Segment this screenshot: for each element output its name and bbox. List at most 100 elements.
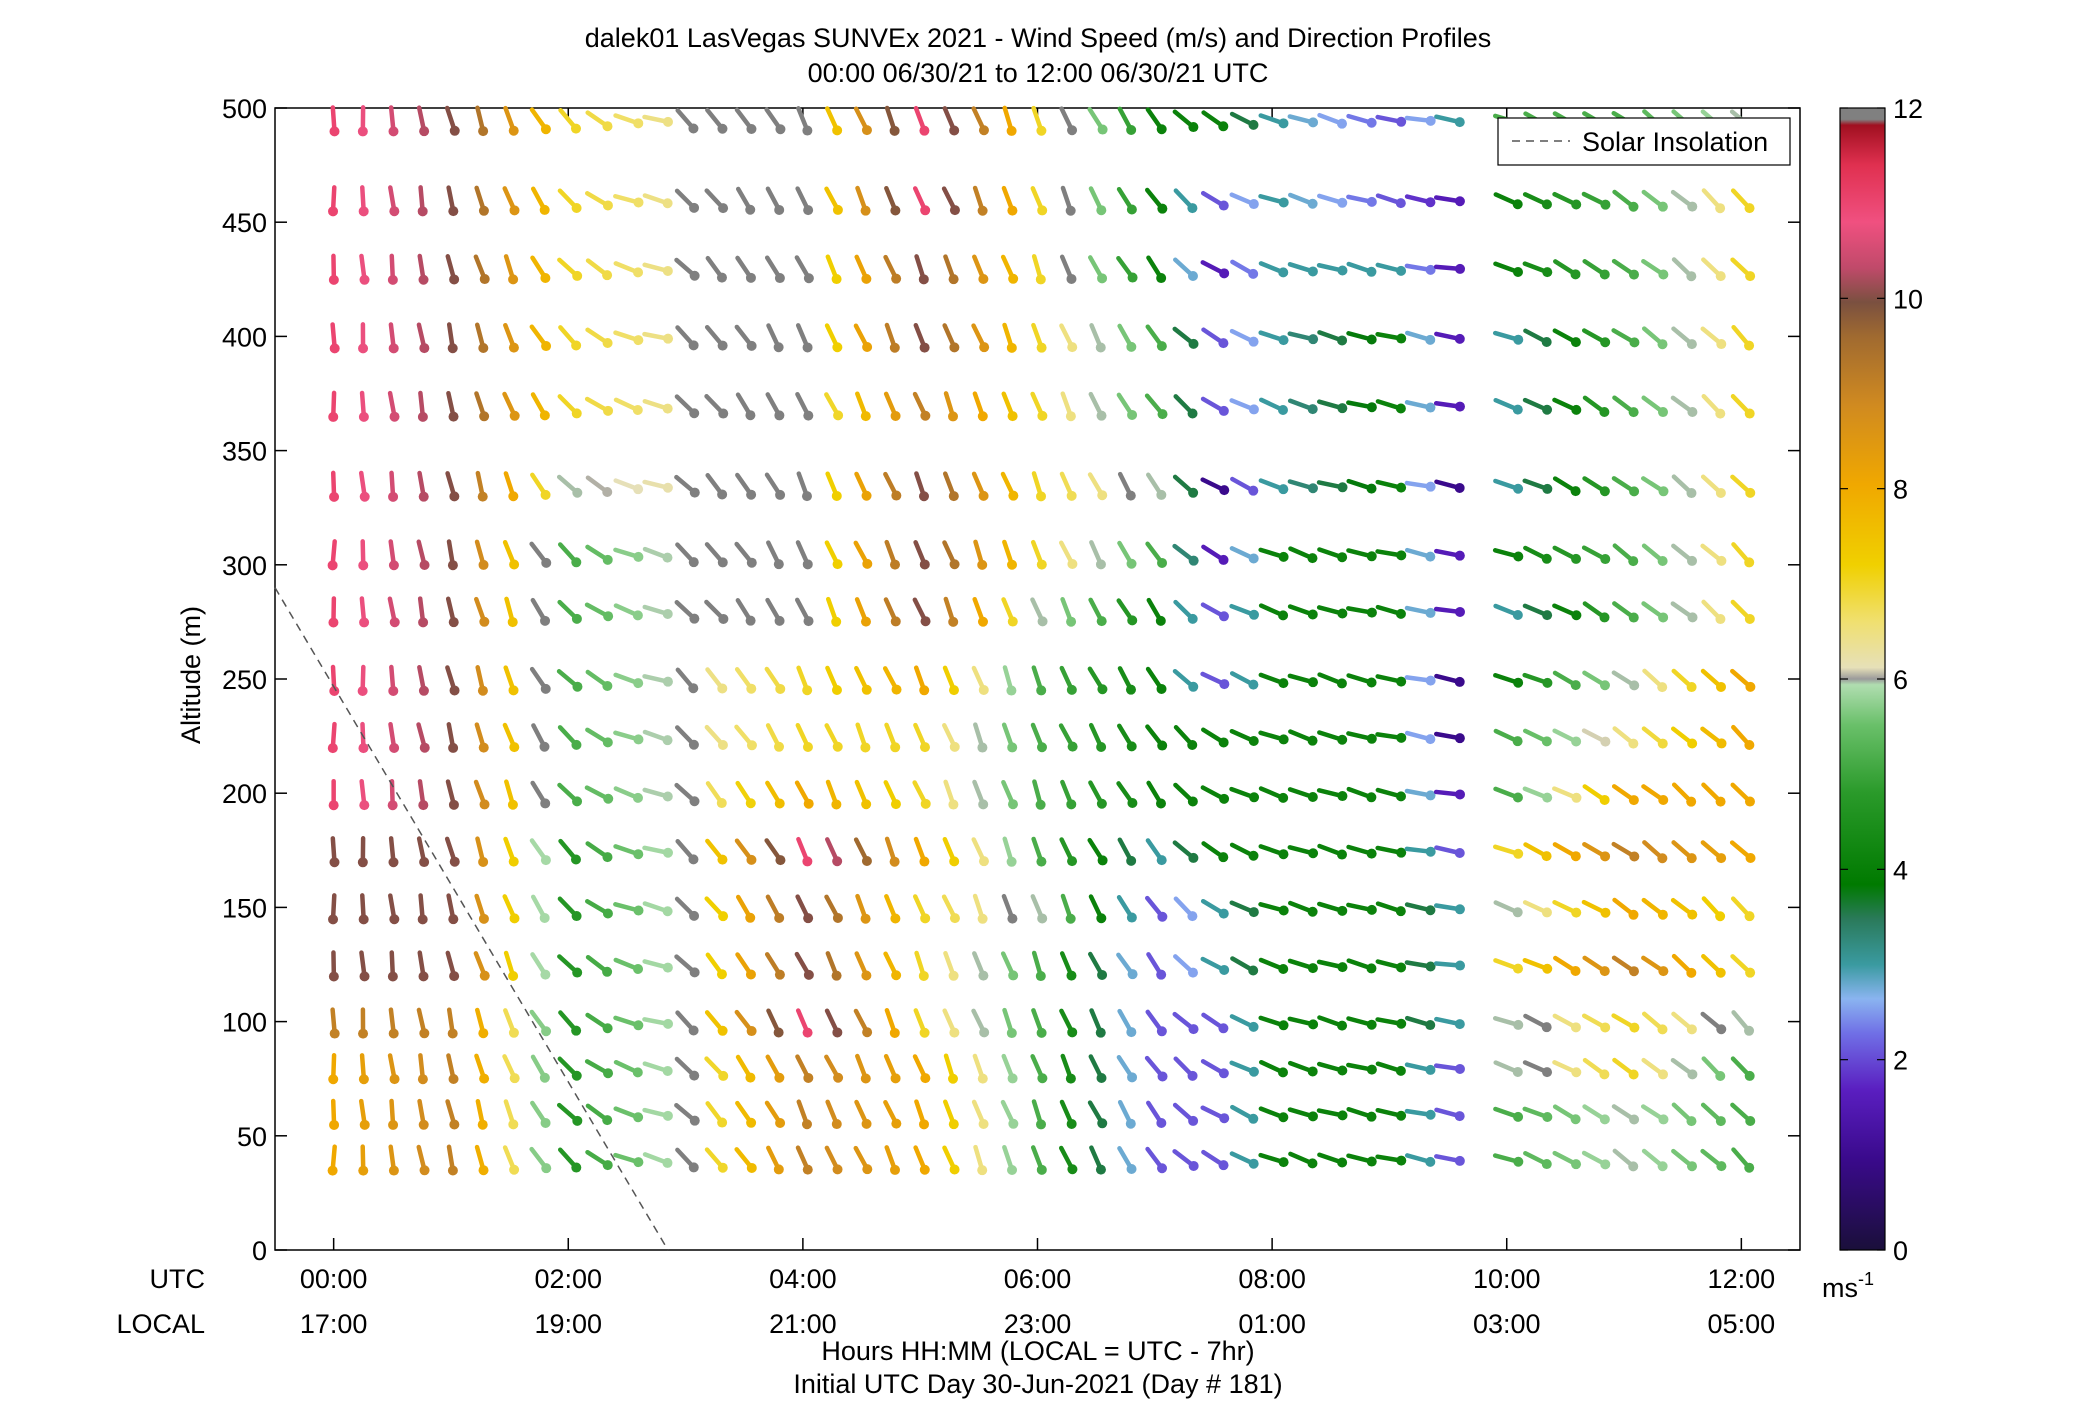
wind-barb-dot xyxy=(1628,795,1639,806)
wind-barb xyxy=(1730,1056,1755,1081)
wind-barb xyxy=(1059,323,1078,353)
wind-barb xyxy=(1088,722,1107,753)
wind-barb xyxy=(1317,672,1347,689)
wind-barb-dot xyxy=(662,1157,673,1168)
wind-barb xyxy=(1229,328,1259,347)
wind-barb xyxy=(1404,1108,1436,1120)
wind-barb xyxy=(1700,543,1727,566)
wind-barb-dot xyxy=(1425,846,1436,857)
wind-barb-dot xyxy=(775,855,786,866)
x-tick-label-utc: 04:00 xyxy=(769,1264,837,1294)
wind-barb xyxy=(1059,106,1078,136)
wind-barb-dot xyxy=(509,559,520,570)
wind-barb xyxy=(1346,1062,1377,1075)
wind-barb-dot xyxy=(1658,407,1669,418)
wind-barb xyxy=(585,841,613,863)
wind-barb xyxy=(824,186,843,215)
wind-barb xyxy=(417,185,428,217)
wind-barb xyxy=(388,1007,399,1039)
wind-barb xyxy=(884,105,900,136)
colorbar-tick-label: 0 xyxy=(1893,1236,1908,1266)
wind-barb xyxy=(1404,1062,1436,1075)
wind-barb-dot xyxy=(1095,1027,1106,1038)
wind-barb-dot xyxy=(1599,680,1610,691)
colorbar-unit-label: ms-1 xyxy=(1822,1269,1874,1303)
wind-barb xyxy=(1287,604,1318,620)
wind-barb xyxy=(530,952,551,980)
x-tick-label-local: 05:00 xyxy=(1708,1309,1776,1339)
wind-barb xyxy=(766,323,784,353)
wind-barb-dot xyxy=(662,962,673,973)
wind-barb xyxy=(1375,1107,1407,1121)
wind-barb-dot xyxy=(688,1025,699,1036)
wind-barb-dot xyxy=(1066,490,1077,501)
wind-barb-dot xyxy=(688,123,699,134)
wind-barb-dot xyxy=(803,798,814,809)
wind-barb-dot xyxy=(1037,616,1048,627)
wind-barb-dot xyxy=(1715,967,1726,978)
wind-barb xyxy=(1612,897,1639,920)
wind-barb xyxy=(1671,1102,1697,1127)
wind-barb xyxy=(1552,603,1582,621)
wind-barb xyxy=(1581,728,1611,747)
wind-barb xyxy=(585,1149,613,1171)
wind-barb-dot xyxy=(1686,1024,1697,1035)
wind-barb xyxy=(474,893,489,924)
wind-barb xyxy=(1582,395,1610,418)
wind-barb-dot xyxy=(662,482,673,493)
wind-barb xyxy=(1200,671,1230,690)
wind-barb-dot xyxy=(1541,1159,1552,1170)
wind-barb-dot xyxy=(358,1165,369,1176)
wind-barb-dot xyxy=(1745,271,1756,282)
wind-barb xyxy=(1060,1053,1076,1084)
wind-barb-dot xyxy=(1097,124,1108,135)
wind-barb-dot xyxy=(328,914,339,925)
wind-barb xyxy=(972,1053,988,1084)
wind-barb xyxy=(388,664,399,696)
wind-barb xyxy=(388,1098,399,1130)
wind-barb xyxy=(417,470,429,502)
wind-barb xyxy=(913,1008,930,1038)
wind-barb xyxy=(942,665,959,696)
wind-barb-dot xyxy=(662,791,673,802)
wind-barb xyxy=(1258,957,1289,974)
wind-barb-dot xyxy=(359,800,370,811)
wind-barb xyxy=(1493,603,1523,620)
wind-barb-dot xyxy=(1308,117,1319,128)
wind-barb xyxy=(1701,257,1726,282)
wind-barb xyxy=(735,472,757,500)
wind-barb-dot xyxy=(1454,676,1465,687)
wind-barb-dot xyxy=(328,274,339,285)
wind-barb xyxy=(446,185,459,217)
wind-barb xyxy=(613,902,644,916)
wind-barb xyxy=(704,542,728,568)
wind-barb-dot xyxy=(663,1018,674,1029)
wind-barb-dot xyxy=(632,404,643,415)
wind-barb xyxy=(642,331,674,344)
wind-barb-dot xyxy=(1657,738,1668,749)
wind-barb-dot xyxy=(831,490,842,501)
wind-barb-dot xyxy=(891,684,902,695)
wind-barb xyxy=(503,322,519,353)
wind-barb xyxy=(1144,1055,1168,1082)
wind-barb xyxy=(445,471,460,502)
wind-barb-dot xyxy=(689,613,700,624)
wind-barb xyxy=(825,1099,842,1130)
wind-barb-dot xyxy=(1248,1021,1259,1032)
wind-barb xyxy=(1375,399,1406,414)
wind-barb-dot xyxy=(632,792,643,803)
wind-barb xyxy=(1200,602,1229,622)
wind-barb-dot xyxy=(977,616,988,627)
wind-barb xyxy=(1200,1105,1230,1124)
wind-barb-dot xyxy=(541,1163,552,1174)
wind-barb-dot xyxy=(540,124,551,135)
wind-barb-dot xyxy=(1599,407,1610,418)
wind-barb xyxy=(1001,893,1018,924)
wind-barb xyxy=(1258,1059,1288,1078)
wind-barb-dot xyxy=(1425,1109,1436,1120)
wind-barb xyxy=(883,1053,901,1084)
wind-barb xyxy=(388,539,399,571)
wind-barb-dot xyxy=(1570,965,1581,976)
wind-barb xyxy=(704,896,729,922)
wind-barb xyxy=(1287,845,1319,859)
